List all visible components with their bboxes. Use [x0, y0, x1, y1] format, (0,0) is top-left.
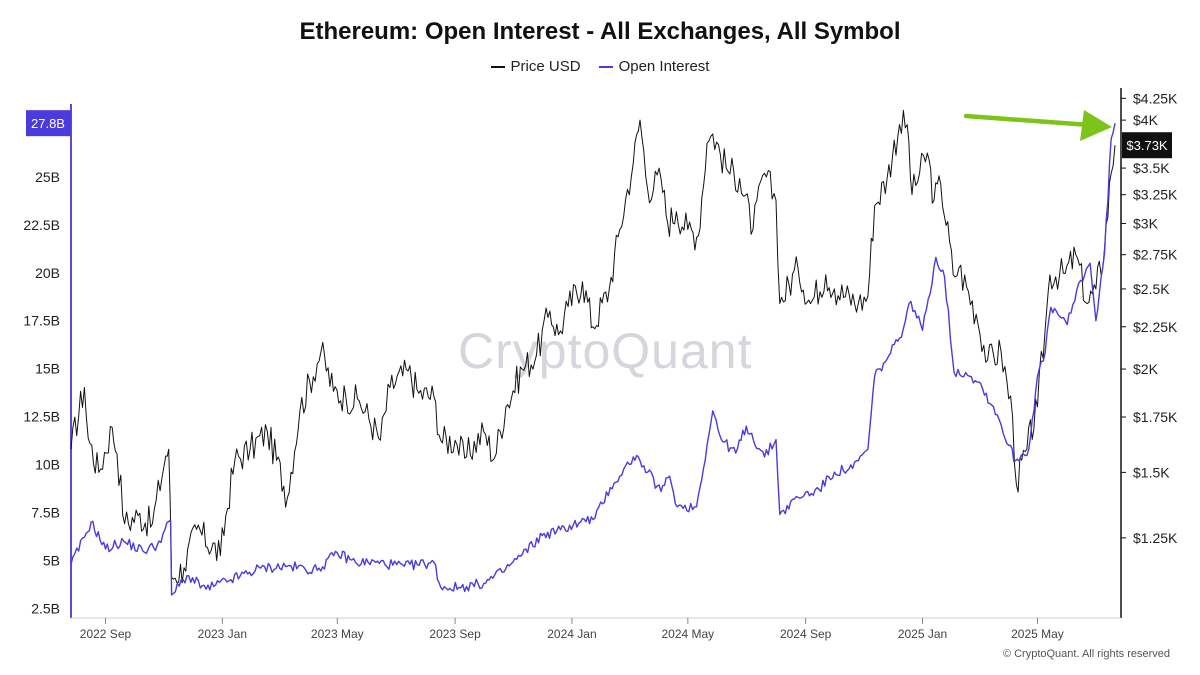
legend-item-price[interactable]: Price USD	[490, 58, 581, 75]
right-tick-label: $4.25K	[1133, 90, 1178, 106]
legend-label-price: Price USD	[510, 58, 581, 75]
chart-legend: Price USD Open Interest	[0, 58, 1200, 75]
x-tick-label: 2024 Sep	[780, 627, 832, 641]
x-tick-label: 2023 Jan	[198, 627, 247, 641]
right-tick-label: $3.25K	[1133, 187, 1178, 203]
right-tick-label: $3K	[1133, 215, 1159, 231]
x-tick-label: 2025 Jan	[898, 627, 947, 641]
legend-label-open-interest: Open Interest	[618, 58, 710, 75]
left-axis-ticks: 2.5B 5B 7.5B 10B 12.5B 15B 17.5B 20B 22.5B 25B	[23, 169, 60, 617]
left-tick-label: 15B	[35, 361, 60, 377]
left-tick-label: 22.5B	[23, 217, 60, 233]
right-tick-label: $1.75K	[1133, 409, 1178, 425]
left-tick-label: 7.5B	[31, 505, 60, 521]
left-tick-label: 25B	[35, 169, 60, 185]
left-tick-label: 2.5B	[31, 600, 60, 616]
left-tick-label: 10B	[35, 457, 60, 473]
x-axis-ticks: 2022 Sep 2023 Jan 2023 May 2023 Sep 2024 Jan…	[80, 618, 1064, 641]
x-tick-label: 2022 Sep	[80, 627, 132, 641]
x-tick-label: 2024 May	[661, 627, 714, 641]
annotation-arrow	[963, 110, 1112, 141]
x-tick-label: 2024 Jan	[547, 627, 596, 641]
left-tick-label: 20B	[35, 265, 60, 281]
x-tick-label: 2023 Sep	[429, 627, 481, 641]
right-tick-label: $2.75K	[1133, 247, 1178, 263]
right-tick-label: $1.5K	[1133, 464, 1170, 480]
right-tick-label: $4K	[1133, 112, 1159, 128]
series-line-price-usd	[70, 109, 1116, 584]
legend-swatch-price	[490, 65, 505, 68]
right-tick-label: $1.25K	[1133, 530, 1178, 546]
current-oi-badge-label: 27.8B	[31, 116, 65, 131]
current-price-badge	[1122, 132, 1172, 159]
watermark: CryptoQuant	[458, 323, 753, 379]
left-tick-label: 12.5B	[23, 409, 60, 425]
current-price-badge-label: $3.73K	[1126, 138, 1168, 153]
right-tick-label: $2K	[1133, 361, 1159, 377]
right-tick-label: $2.5K	[1133, 281, 1170, 297]
copyright-text: © CryptoQuant. All rights reserved	[1002, 648, 1170, 660]
x-tick-label: 2025 May	[1011, 627, 1064, 641]
right-tick-label: $3.5K	[1133, 160, 1170, 176]
series-line-open-interest	[70, 123, 1116, 596]
chart-title: Ethereum: Open Interest - All Exchanges,…	[299, 18, 901, 45]
current-value-badges: 27.8B $3.73K	[26, 110, 1172, 159]
right-axis-ticks: $1.25K $1.5K $1.75K $2K $2.25K $2.5K $2.75K $3K…	[1121, 90, 1178, 546]
series-group	[70, 109, 1116, 596]
x-tick-label: 2023 May	[311, 627, 364, 641]
left-tick-label: 5B	[43, 552, 60, 568]
right-tick-label: $2.25K	[1133, 319, 1178, 335]
legend-swatch-open-interest	[598, 65, 613, 68]
annotation-arrow-head	[1080, 110, 1112, 141]
annotation-arrow-shaft	[963, 113, 1093, 128]
legend-item-open-interest[interactable]: Open Interest	[598, 58, 710, 75]
left-tick-label: 17.5B	[23, 313, 60, 329]
current-oi-badge	[26, 110, 71, 137]
